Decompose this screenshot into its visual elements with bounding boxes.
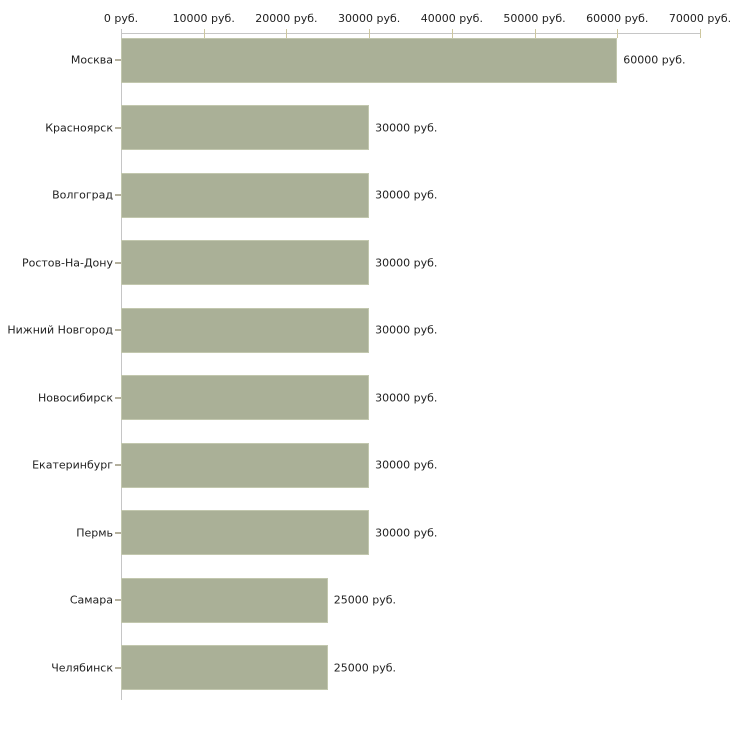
x-axis-tick-mark [700, 29, 701, 38]
bar-row: Челябинск 25000 руб. [0, 634, 730, 702]
category-label: Пермь [76, 526, 113, 539]
value-label: 30000 руб. [375, 121, 438, 134]
bar [121, 105, 370, 150]
category-label: Волгоград [52, 188, 113, 202]
category-label: Челябинск [51, 661, 113, 674]
category-tick-mark [115, 261, 121, 264]
bar-row: Красноярск 30000 руб. [0, 94, 730, 162]
bar-row: Пермь 30000 руб. [0, 499, 730, 567]
x-axis-tick-mark [617, 29, 619, 38]
bar [121, 37, 618, 83]
value-label: 30000 руб. [375, 323, 438, 337]
bar-row: Волгоград 30000 руб. [0, 161, 730, 229]
bar-row: Екатеринбург 30000 руб. [0, 431, 730, 499]
category-tick-mark [115, 464, 121, 466]
bar-row: Москва 60000 руб. [0, 26, 730, 94]
bar [121, 307, 370, 353]
bar-row: Самара 25000 руб. [0, 566, 730, 634]
category-tick-mark [115, 396, 121, 399]
category-label: Красноярск [45, 121, 113, 134]
value-label: 30000 руб. [375, 391, 438, 404]
x-axis-tick-mark [534, 29, 536, 38]
bar [121, 375, 370, 420]
x-axis-tick-mark [286, 29, 288, 38]
category-label: Екатеринбург [32, 458, 113, 472]
category-label: Нижний Новгород [7, 323, 113, 337]
x-axis-tick-label: 40000 руб. [420, 12, 483, 25]
category-tick-mark [115, 329, 121, 331]
category-label: Ростов-На-Дону [21, 256, 113, 269]
x-axis-tick-mark [369, 29, 371, 38]
value-label: 30000 руб. [375, 188, 438, 202]
bar [121, 645, 328, 690]
category-tick-mark [115, 59, 121, 61]
value-label: 25000 руб. [333, 593, 397, 607]
bar-row: Ростов-На-Дону 30000 руб. [0, 229, 730, 297]
category-label: Москва [70, 53, 113, 67]
bar-row: Новосибирск 30000 руб. [0, 364, 730, 432]
x-axis-tick-label: 50000 руб. [503, 12, 566, 25]
x-axis-tick-mark [203, 29, 205, 38]
bar [121, 172, 370, 218]
category-tick-mark [115, 599, 121, 601]
category-tick-mark [115, 126, 121, 129]
value-label: 30000 руб. [375, 526, 438, 539]
x-axis-line [121, 33, 701, 34]
category-tick-mark [115, 531, 121, 534]
x-axis-tick-mark [451, 29, 453, 38]
x-axis-tick-label: 70000 руб. [668, 12, 730, 25]
category-label: Самара [69, 593, 113, 607]
value-label: 30000 руб. [375, 458, 438, 472]
bar [121, 577, 328, 623]
bar [121, 442, 370, 488]
category-tick-mark [115, 666, 121, 669]
category-label: Новосибирск [37, 391, 113, 404]
bar [121, 240, 370, 285]
x-axis-tick-label: 0 руб. [103, 12, 139, 25]
bar [121, 510, 370, 555]
value-label: 25000 руб. [333, 661, 397, 674]
value-label: 30000 руб. [375, 256, 438, 269]
x-axis-tick-label: 60000 руб. [586, 12, 649, 25]
x-axis-tick-label: 20000 руб. [255, 12, 318, 25]
y-axis-line [121, 29, 122, 700]
value-label: 60000 руб. [623, 53, 686, 67]
bar-row: Нижний Новгород 30000 руб. [0, 296, 730, 364]
category-tick-mark [115, 194, 121, 196]
x-axis-tick-label: 30000 руб. [338, 12, 401, 25]
x-axis-tick-label: 10000 руб. [172, 12, 235, 25]
